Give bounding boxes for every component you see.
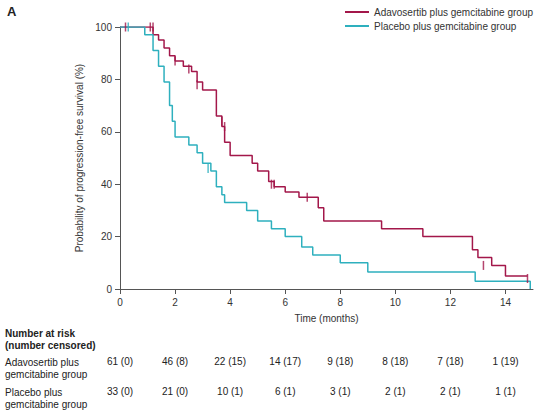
svg-text:A: A (7, 4, 17, 19)
svg-text:Adavosertib plus gemcitabine g: Adavosertib plus gemcitabine group (374, 7, 533, 18)
svg-text:gemcitabine group: gemcitabine group (5, 399, 88, 410)
svg-text:22 (15): 22 (15) (214, 356, 246, 367)
svg-text:Number at risk: Number at risk (5, 328, 75, 339)
svg-text:Placebo plus: Placebo plus (5, 387, 65, 398)
svg-text:20: 20 (101, 231, 113, 242)
svg-text:33 (0): 33 (0) (107, 386, 133, 397)
svg-text:61 (0): 61 (0) (107, 356, 133, 367)
svg-text:100: 100 (95, 22, 112, 33)
svg-text:0: 0 (106, 284, 112, 295)
svg-text:60: 60 (101, 126, 113, 137)
svg-text:Placebo plus gemcitabine group: Placebo plus gemcitabine group (374, 21, 517, 32)
svg-text:2: 2 (172, 297, 178, 308)
svg-text:1 (1): 1 (1) (495, 386, 516, 397)
svg-text:9 (18): 9 (18) (327, 356, 353, 367)
svg-text:2 (1): 2 (1) (440, 386, 461, 397)
svg-text:21 (0): 21 (0) (162, 386, 188, 397)
svg-text:8: 8 (337, 297, 343, 308)
svg-text:8 (18): 8 (18) (382, 356, 408, 367)
svg-text:1 (19): 1 (19) (492, 356, 518, 367)
svg-text:14: 14 (500, 297, 512, 308)
svg-text:2 (1): 2 (1) (385, 386, 406, 397)
svg-text:10: 10 (390, 297, 402, 308)
svg-text:Adavosertib plus: Adavosertib plus (5, 357, 82, 368)
svg-text:12: 12 (445, 297, 457, 308)
svg-text:80: 80 (101, 74, 113, 85)
svg-text:6 (1): 6 (1) (275, 386, 296, 397)
svg-text:10 (1): 10 (1) (217, 386, 243, 397)
svg-text:Time (months): Time (months) (294, 313, 358, 324)
svg-text:14 (17): 14 (17) (269, 356, 301, 367)
svg-text:46 (8): 46 (8) (162, 356, 188, 367)
svg-text:0: 0 (117, 297, 123, 308)
svg-text:Probability of progression-fre: Probability of progression-free survival… (74, 64, 85, 252)
svg-text:gemcitabine group: gemcitabine group (5, 369, 88, 380)
svg-text:3 (1): 3 (1) (330, 386, 351, 397)
svg-text:40: 40 (101, 179, 113, 190)
svg-text:6: 6 (282, 297, 288, 308)
svg-text:7 (18): 7 (18) (437, 356, 463, 367)
svg-text:(number censored): (number censored) (5, 340, 96, 351)
svg-text:4: 4 (227, 297, 233, 308)
